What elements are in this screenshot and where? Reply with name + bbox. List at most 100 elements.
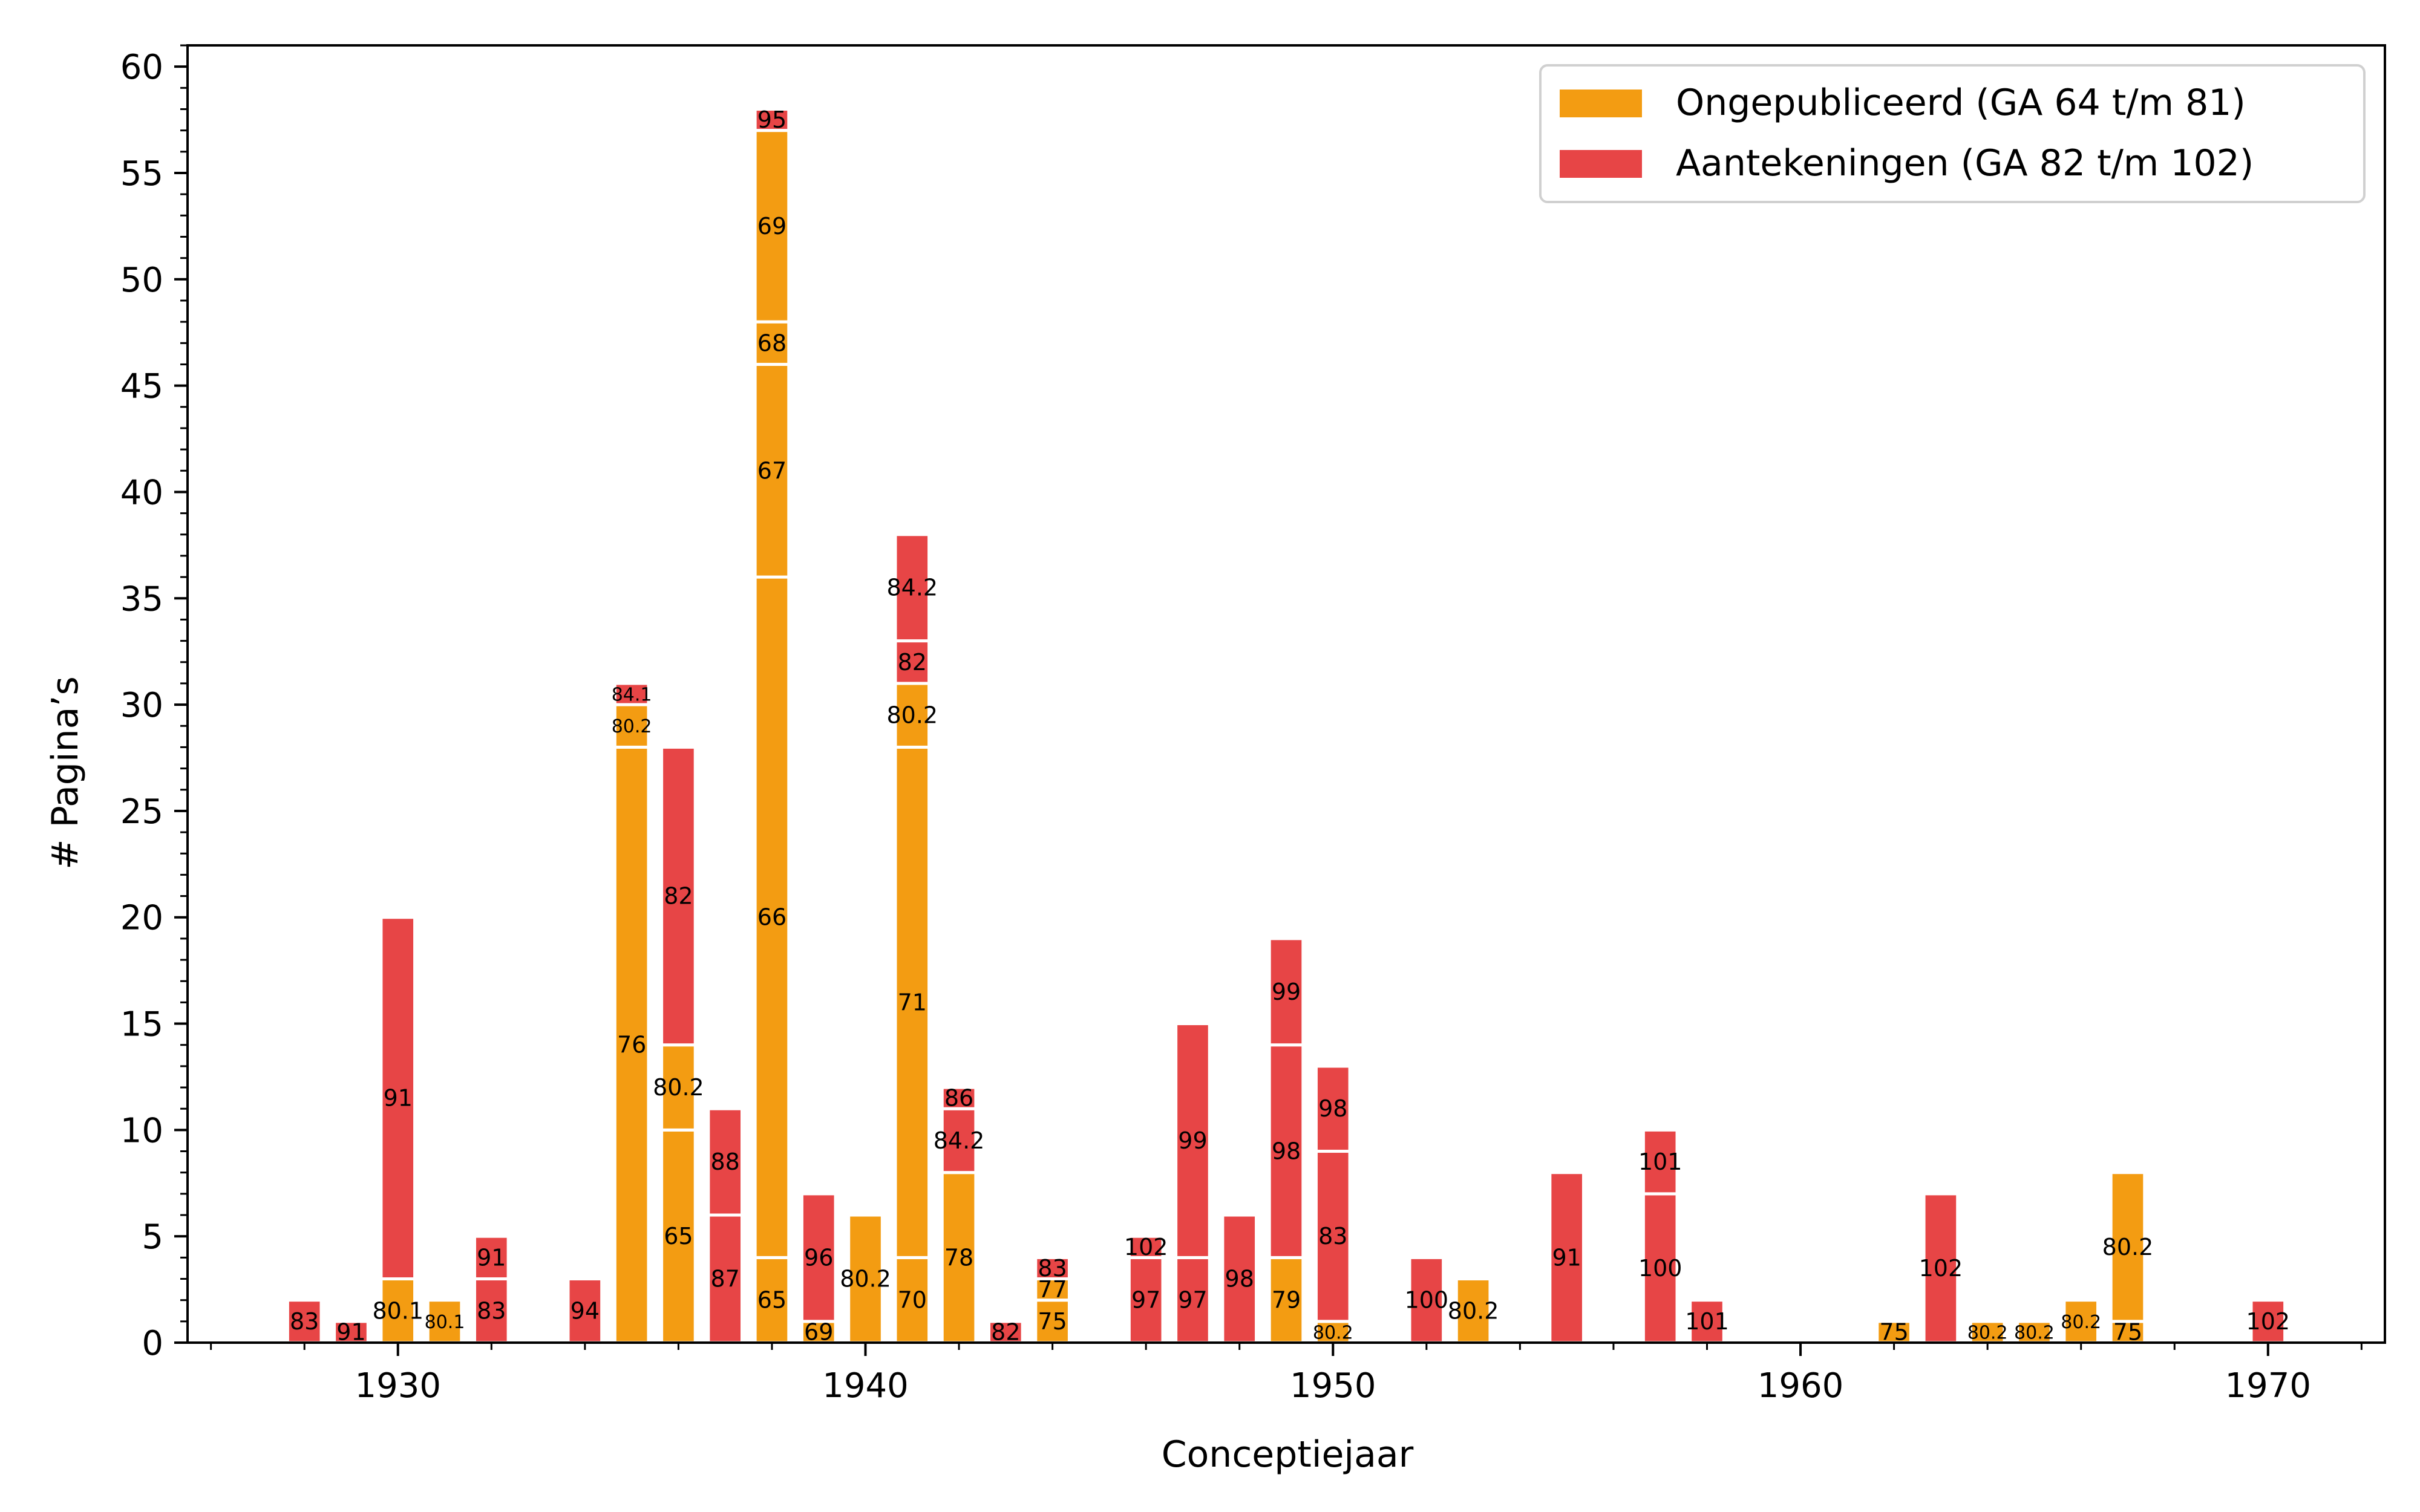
segment-label-1944-0: 75 [1038, 1308, 1067, 1335]
x-tick-label-1970: 1970 [2225, 1366, 2312, 1406]
segment-label-1939-1: 96 [804, 1244, 833, 1271]
legend: Ongepubliceerd (GA 64 t/m 81) Aantekenin… [1539, 64, 2366, 203]
bar-segment-1935-2 [613, 682, 650, 706]
segment-label-1949-2: 99 [1272, 979, 1301, 1005]
legend-swatch-aantekeningen [1560, 150, 1642, 178]
segment-label-1941-0: 70 [898, 1287, 927, 1314]
segment-label-1957-1: 101 [1638, 1149, 1683, 1175]
segment-label-1932-0: 83 [477, 1297, 506, 1324]
x-tick-label-1940: 1940 [822, 1366, 909, 1406]
segment-label-1970-0: 102 [2246, 1308, 2291, 1335]
legend-label-aantekeningen: Aantekeningen (GA 82 t/m 102) [1676, 142, 2254, 184]
y-tick-label-10: 10 [120, 1111, 163, 1150]
segment-label-1929-0: 91 [336, 1318, 365, 1345]
segment-label-1946-1: 102 [1124, 1234, 1168, 1260]
x-tick-label-1930: 1930 [355, 1366, 441, 1406]
bar-segment-1970-0 [2249, 1299, 2287, 1344]
segment-label-1935-2: 84.1 [612, 685, 652, 706]
bar-segment-1948-0 [1221, 1213, 1258, 1344]
bar-segment-1938-0 [753, 1256, 791, 1344]
segment-label-1942-1: 84.2 [934, 1127, 985, 1154]
segment-label-1955-0: 91 [1552, 1244, 1581, 1271]
segment-label-1941-1: 71 [898, 989, 927, 1015]
segment-label-1937-0: 87 [711, 1266, 740, 1292]
segment-label-1949-0: 79 [1272, 1287, 1301, 1314]
bar-segment-1963-0 [1922, 1192, 1960, 1344]
segment-label-1948-0: 98 [1225, 1266, 1254, 1292]
segment-label-1947-0: 97 [1178, 1287, 1207, 1314]
bar-segment-1962-0 [1876, 1320, 1912, 1344]
y-tick-label-5: 5 [142, 1217, 163, 1257]
segment-label-1936-0: 65 [664, 1223, 693, 1250]
segment-label-1964-0: 80.2 [1967, 1322, 2008, 1343]
segment-label-1938-2: 67 [757, 457, 786, 484]
bar-segment-labels: 83 91 80.1 91 80.1 83 91 94 76 80.2 84.1 65 80.2 82 87… [290, 106, 2290, 1345]
segment-label-1944-1: 77 [1038, 1276, 1067, 1303]
segment-label-1938-5: 95 [757, 106, 786, 133]
y-tick-label-35: 35 [120, 579, 163, 619]
bar-segment-1936-2 [660, 745, 697, 1047]
bar-segment-1955-0 [1548, 1171, 1585, 1344]
segment-label-1950-0: 80.2 [1313, 1322, 1353, 1343]
y-tick-label-60: 60 [120, 48, 163, 87]
bar-segment-1932-1 [473, 1234, 510, 1281]
bar-segment-1942-2 [940, 1086, 978, 1110]
plot-frame [186, 44, 2386, 1344]
bar-segment-1967-1 [2109, 1171, 2147, 1323]
bar-segment-1928-0 [286, 1299, 323, 1344]
bar-segment-1934-0 [566, 1277, 604, 1344]
bar-segment-1946-1 [1127, 1234, 1165, 1259]
segment-label-1958-0: 101 [1685, 1308, 1729, 1335]
bar-segment-1936-1 [660, 1043, 697, 1132]
bar-segment-1957-1 [1641, 1128, 1679, 1196]
bar-segment-1949-0 [1267, 1256, 1305, 1344]
segment-label-1934-0: 94 [571, 1297, 600, 1324]
legend-label-ongepubliceerd: Ongepubliceerd (GA 64 t/m 81) [1676, 82, 2246, 124]
segment-label-1938-3: 68 [757, 330, 786, 356]
segment-label-1953-0: 80.2 [1448, 1297, 1499, 1324]
segment-label-1931-0: 80.1 [425, 1312, 465, 1333]
segment-label-1950-1: 83 [1318, 1223, 1347, 1250]
segment-label-1938-1: 66 [757, 904, 786, 931]
bar-segment-1938-1 [753, 575, 791, 1259]
y-tick-label-55: 55 [120, 154, 163, 194]
bar-segment-1938-2 [753, 362, 791, 579]
x-tick-label-1950: 1950 [1290, 1366, 1376, 1406]
y-tick-label-20: 20 [120, 899, 163, 938]
bar-segment-1950-2 [1314, 1064, 1352, 1153]
y-tick-label-40: 40 [120, 473, 163, 512]
bar-segment-1947-1 [1174, 1022, 1211, 1259]
bar-segment-1930-1 [379, 916, 417, 1281]
segment-label-1937-1: 88 [711, 1149, 740, 1175]
bar-segment-1966-0 [2062, 1299, 2100, 1344]
bar-segment-1937-1 [707, 1107, 744, 1217]
segment-label-1966-0: 80.2 [2061, 1312, 2101, 1333]
segment-label-1967-0: 75 [2113, 1318, 2142, 1345]
segment-label-1930-1: 91 [384, 1085, 413, 1112]
segment-label-1946-0: 97 [1131, 1287, 1160, 1314]
bar-segment-1938-3 [753, 320, 791, 366]
y-tick-label-50: 50 [120, 261, 163, 300]
bar-segment-1939-1 [800, 1192, 837, 1323]
segment-label-1962-0: 75 [1879, 1318, 1908, 1345]
segment-label-1963-0: 102 [1919, 1255, 1963, 1282]
bar-segment-1944-2 [1034, 1256, 1071, 1281]
bar-segment-1937-0 [707, 1213, 744, 1344]
segment-label-1949-1: 98 [1272, 1138, 1301, 1165]
y-tick-label-15: 15 [120, 1005, 163, 1044]
bar-segment-1935-0 [613, 745, 650, 1344]
segment-label-1938-0: 65 [757, 1287, 786, 1314]
y-axis-title: # Pagina’s [44, 676, 87, 869]
segment-label-1947-1: 99 [1178, 1127, 1207, 1154]
bar-segment-1938-5 [753, 107, 791, 132]
segment-label-1936-2: 82 [664, 883, 693, 910]
segment-label-1935-1: 80.2 [612, 716, 652, 737]
bar-segment-1965-0 [2016, 1320, 2053, 1344]
bar-segment-1949-2 [1267, 937, 1305, 1047]
segment-label-1965-0: 80.2 [2014, 1322, 2055, 1343]
segment-label-1967-1: 80.2 [2102, 1234, 2154, 1260]
x-tick-label-1960: 1960 [1758, 1366, 1844, 1406]
bar-segment-1947-0 [1174, 1256, 1211, 1344]
segment-label-1938-4: 69 [757, 213, 786, 240]
